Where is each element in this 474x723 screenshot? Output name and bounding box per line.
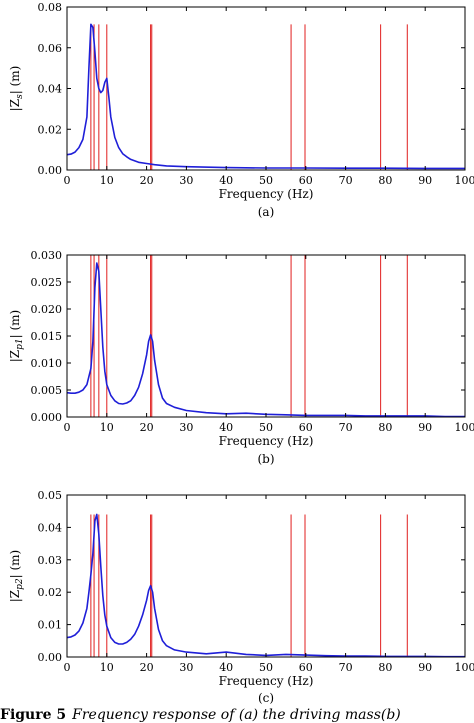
x-tick-label-5: 50 xyxy=(259,661,273,674)
x-tick-label-3: 30 xyxy=(179,174,193,187)
y-tick-label-4: 0.04 xyxy=(38,521,63,534)
x-tick-label-0: 0 xyxy=(64,421,71,434)
x-tick-label-2: 20 xyxy=(140,174,154,187)
y-tick-label-1: 0.01 xyxy=(38,619,63,632)
panel-label: (c) xyxy=(258,691,274,705)
x-tick-label-2: 20 xyxy=(140,661,154,674)
spectrum-line-1 xyxy=(66,513,465,658)
x-tick-label-4: 40 xyxy=(219,421,233,434)
y-tick-label-3: 0.06 xyxy=(38,42,63,55)
x-tick-label-10: 100 xyxy=(455,661,474,674)
chart-panel-2: 0 10 20 30 40 50 60 70 80 90 100 0.000 0.005 0.010 0.0… xyxy=(8,249,474,466)
x-tick-label-10: 100 xyxy=(455,174,474,187)
x-tick-label-5: 50 xyxy=(259,421,273,434)
x-tick-label-2: 20 xyxy=(140,421,154,434)
x-tick-label-5: 50 xyxy=(259,174,273,187)
panel-label: (b) xyxy=(257,452,274,466)
spectrum-line-1 xyxy=(66,23,465,170)
x-axis-label: Frequency (Hz) xyxy=(219,434,314,448)
y-tick-label-0: 0.00 xyxy=(38,651,63,664)
x-tick-label-9: 90 xyxy=(418,174,432,187)
x-tick-label-7: 70 xyxy=(339,174,353,187)
plot-frame xyxy=(66,254,466,418)
y-tick-label-5: 0.05 xyxy=(38,489,63,502)
y-tick-label-1: 0.005 xyxy=(31,384,63,397)
x-tick-label-6: 60 xyxy=(299,174,313,187)
chart-panel-1: 0 10 20 30 40 50 60 70 80 90 100 0.00 0.02 0.04 0.06 0.… xyxy=(8,1,474,219)
y-tick-label-2: 0.02 xyxy=(38,586,63,599)
x-tick-label-10: 100 xyxy=(455,421,474,434)
y-tick-label-0: 0.00 xyxy=(38,164,63,177)
y-tick-label-5: 0.025 xyxy=(31,276,63,289)
y-tick-label-0: 0.000 xyxy=(31,411,63,424)
spectrum-line-1 xyxy=(66,262,465,418)
y-tick-label-2: 0.010 xyxy=(31,357,63,370)
y-tick-label-1: 0.02 xyxy=(38,123,63,136)
plot-frame xyxy=(66,6,466,171)
x-tick-label-8: 80 xyxy=(378,661,392,674)
x-tick-label-6: 60 xyxy=(299,661,313,674)
y-tick-label-6: 0.030 xyxy=(31,249,63,262)
x-tick-label-1: 10 xyxy=(100,661,114,674)
panel-label: (a) xyxy=(258,205,275,219)
x-tick-label-0: 0 xyxy=(64,174,71,187)
x-tick-label-9: 90 xyxy=(418,661,432,674)
x-tick-label-6: 60 xyxy=(299,421,313,434)
y-tick-label-2: 0.04 xyxy=(38,83,63,96)
x-tick-label-8: 80 xyxy=(378,421,392,434)
x-tick-label-3: 30 xyxy=(179,421,193,434)
y-tick-label-4: 0.08 xyxy=(38,1,63,14)
y-axis-label: |Zs| (m) xyxy=(8,66,25,112)
y-tick-label-4: 0.020 xyxy=(31,303,63,316)
caption-prefix: Figure 5 xyxy=(0,707,66,723)
caption-text: Frequency response of (a) the driving ma… xyxy=(71,707,401,723)
x-axis-label: Frequency (Hz) xyxy=(219,187,314,201)
y-axis-label: |Zp2| (m) xyxy=(8,550,25,603)
x-tick-label-4: 40 xyxy=(219,661,233,674)
y-axis-label: |Zp1| (m) xyxy=(8,310,25,363)
x-tick-label-1: 10 xyxy=(100,421,114,434)
chart-panel-3: 0 10 20 30 40 50 60 70 80 90 100 0.00 0.01 0.02 0.03 0.… xyxy=(8,489,474,705)
x-tick-label-0: 0 xyxy=(64,661,71,674)
x-tick-label-9: 90 xyxy=(418,421,432,434)
x-tick-label-7: 70 xyxy=(339,661,353,674)
x-tick-label-8: 80 xyxy=(378,174,392,187)
x-tick-label-3: 30 xyxy=(179,661,193,674)
plot-frame xyxy=(66,494,466,658)
x-tick-label-4: 40 xyxy=(219,174,233,187)
y-tick-label-3: 0.03 xyxy=(38,554,63,567)
x-tick-label-7: 70 xyxy=(339,421,353,434)
x-tick-label-1: 10 xyxy=(100,174,114,187)
y-tick-label-3: 0.015 xyxy=(31,330,63,343)
x-axis-label: Frequency (Hz) xyxy=(219,674,314,688)
figure-caption: Figure 5 Frequency response of (a) the dr… xyxy=(0,707,401,723)
